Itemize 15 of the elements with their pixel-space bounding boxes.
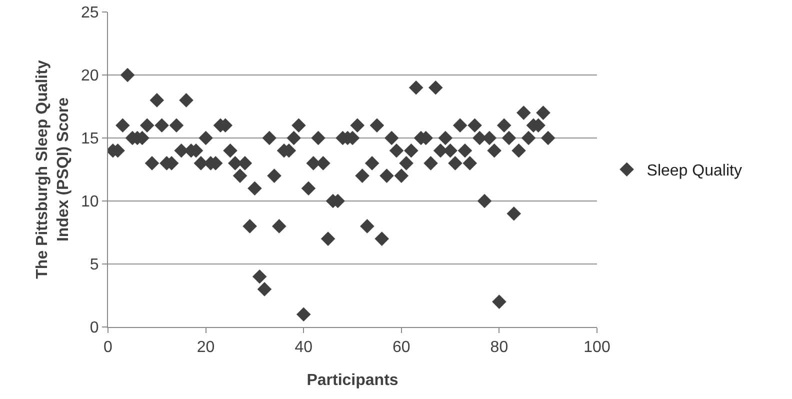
x-tick-label: 80 — [490, 339, 508, 356]
x-tick-label: 20 — [196, 339, 215, 356]
legend-label: Sleep Quality — [646, 162, 742, 180]
x-tick-label: 60 — [392, 339, 410, 356]
y-tick-label: 15 — [81, 130, 99, 148]
y-tick-label: 20 — [81, 68, 99, 85]
y-tick-label: 25 — [81, 4, 99, 22]
x-tick-label: 100 — [584, 339, 610, 356]
y-tick-label: 10 — [81, 194, 99, 211]
x-tick-label: 0 — [104, 339, 113, 356]
y-axis-title: The Pittsburgh Sleep Quality Index (PSQI) Score — [34, 60, 72, 279]
x-axis-title: Participants — [306, 372, 398, 389]
y-tick-label: 5 — [90, 256, 99, 274]
x-tick-label: 40 — [294, 339, 313, 356]
y-tick-label: 0 — [90, 320, 99, 337]
